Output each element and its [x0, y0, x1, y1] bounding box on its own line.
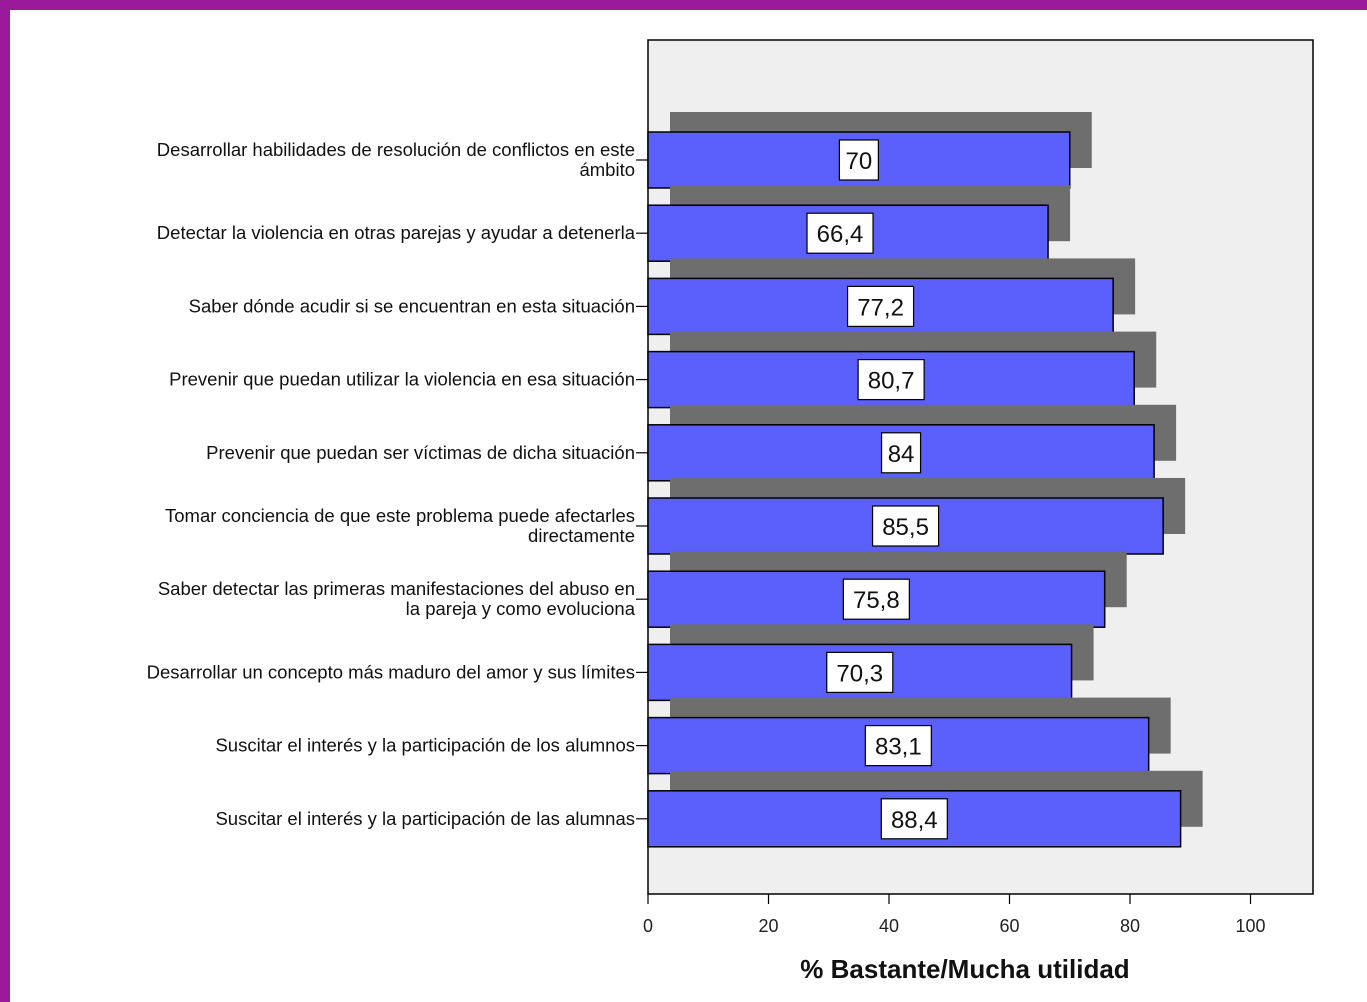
data-label: 84: [888, 441, 915, 468]
data-label-box: [838, 139, 879, 181]
category-label: Suscitar el interés y la participación d…: [215, 735, 635, 756]
data-label: 70: [846, 148, 873, 175]
category-label: Desarrollar un concepto más maduro del a…: [147, 661, 635, 682]
data-label-box: [806, 212, 874, 254]
x-tick-label: 0: [643, 916, 653, 936]
category-label: Detectar la violencia en otras parejas y…: [157, 222, 636, 243]
data-label-box: [880, 432, 922, 474]
data-label: 66,4: [817, 221, 864, 248]
data-label-box: [864, 724, 932, 767]
data-label-box: [842, 578, 910, 620]
category-label: directamente: [528, 525, 635, 546]
data-label-box: [826, 651, 894, 694]
category-label: Prevenir que puedan ser víctimas de dich…: [206, 442, 635, 463]
category-label: Suscitar el interés y la participación d…: [215, 808, 635, 829]
data-label-box: [857, 359, 925, 401]
data-label: 75,8: [853, 587, 900, 614]
category-label: Tomar conciencia de que este problema pu…: [165, 505, 635, 526]
x-tick-label: 20: [758, 916, 778, 936]
category-label: ámbito: [579, 159, 635, 180]
category-label: Prevenir que puedan utilizar la violenci…: [169, 369, 635, 390]
data-label-box: [871, 505, 940, 547]
category-label: Desarrollar habilidades de resolución de…: [157, 139, 635, 160]
x-tick-label: 60: [999, 916, 1019, 936]
x-tick-label: 100: [1235, 916, 1265, 936]
data-label: 70,3: [836, 660, 883, 687]
x-tick-label: 40: [879, 916, 899, 936]
data-label: 83,1: [875, 734, 922, 761]
category-label: Saber detectar las primeras manifestacio…: [158, 578, 635, 599]
data-label: 88,4: [891, 807, 938, 834]
data-label-box: [846, 285, 915, 327]
x-axis-title: % Bastante/Mucha utilidad: [800, 954, 1129, 984]
data-label-box: [880, 798, 948, 840]
data-label: 77,2: [857, 294, 904, 321]
x-tick-label: 80: [1120, 916, 1140, 936]
category-label: la pareja y como evoluciona: [406, 598, 636, 619]
data-label: 80,7: [868, 368, 915, 395]
category-label: Saber dónde acudir si se encuentran en e…: [189, 295, 635, 316]
data-label: 85,5: [882, 514, 929, 541]
